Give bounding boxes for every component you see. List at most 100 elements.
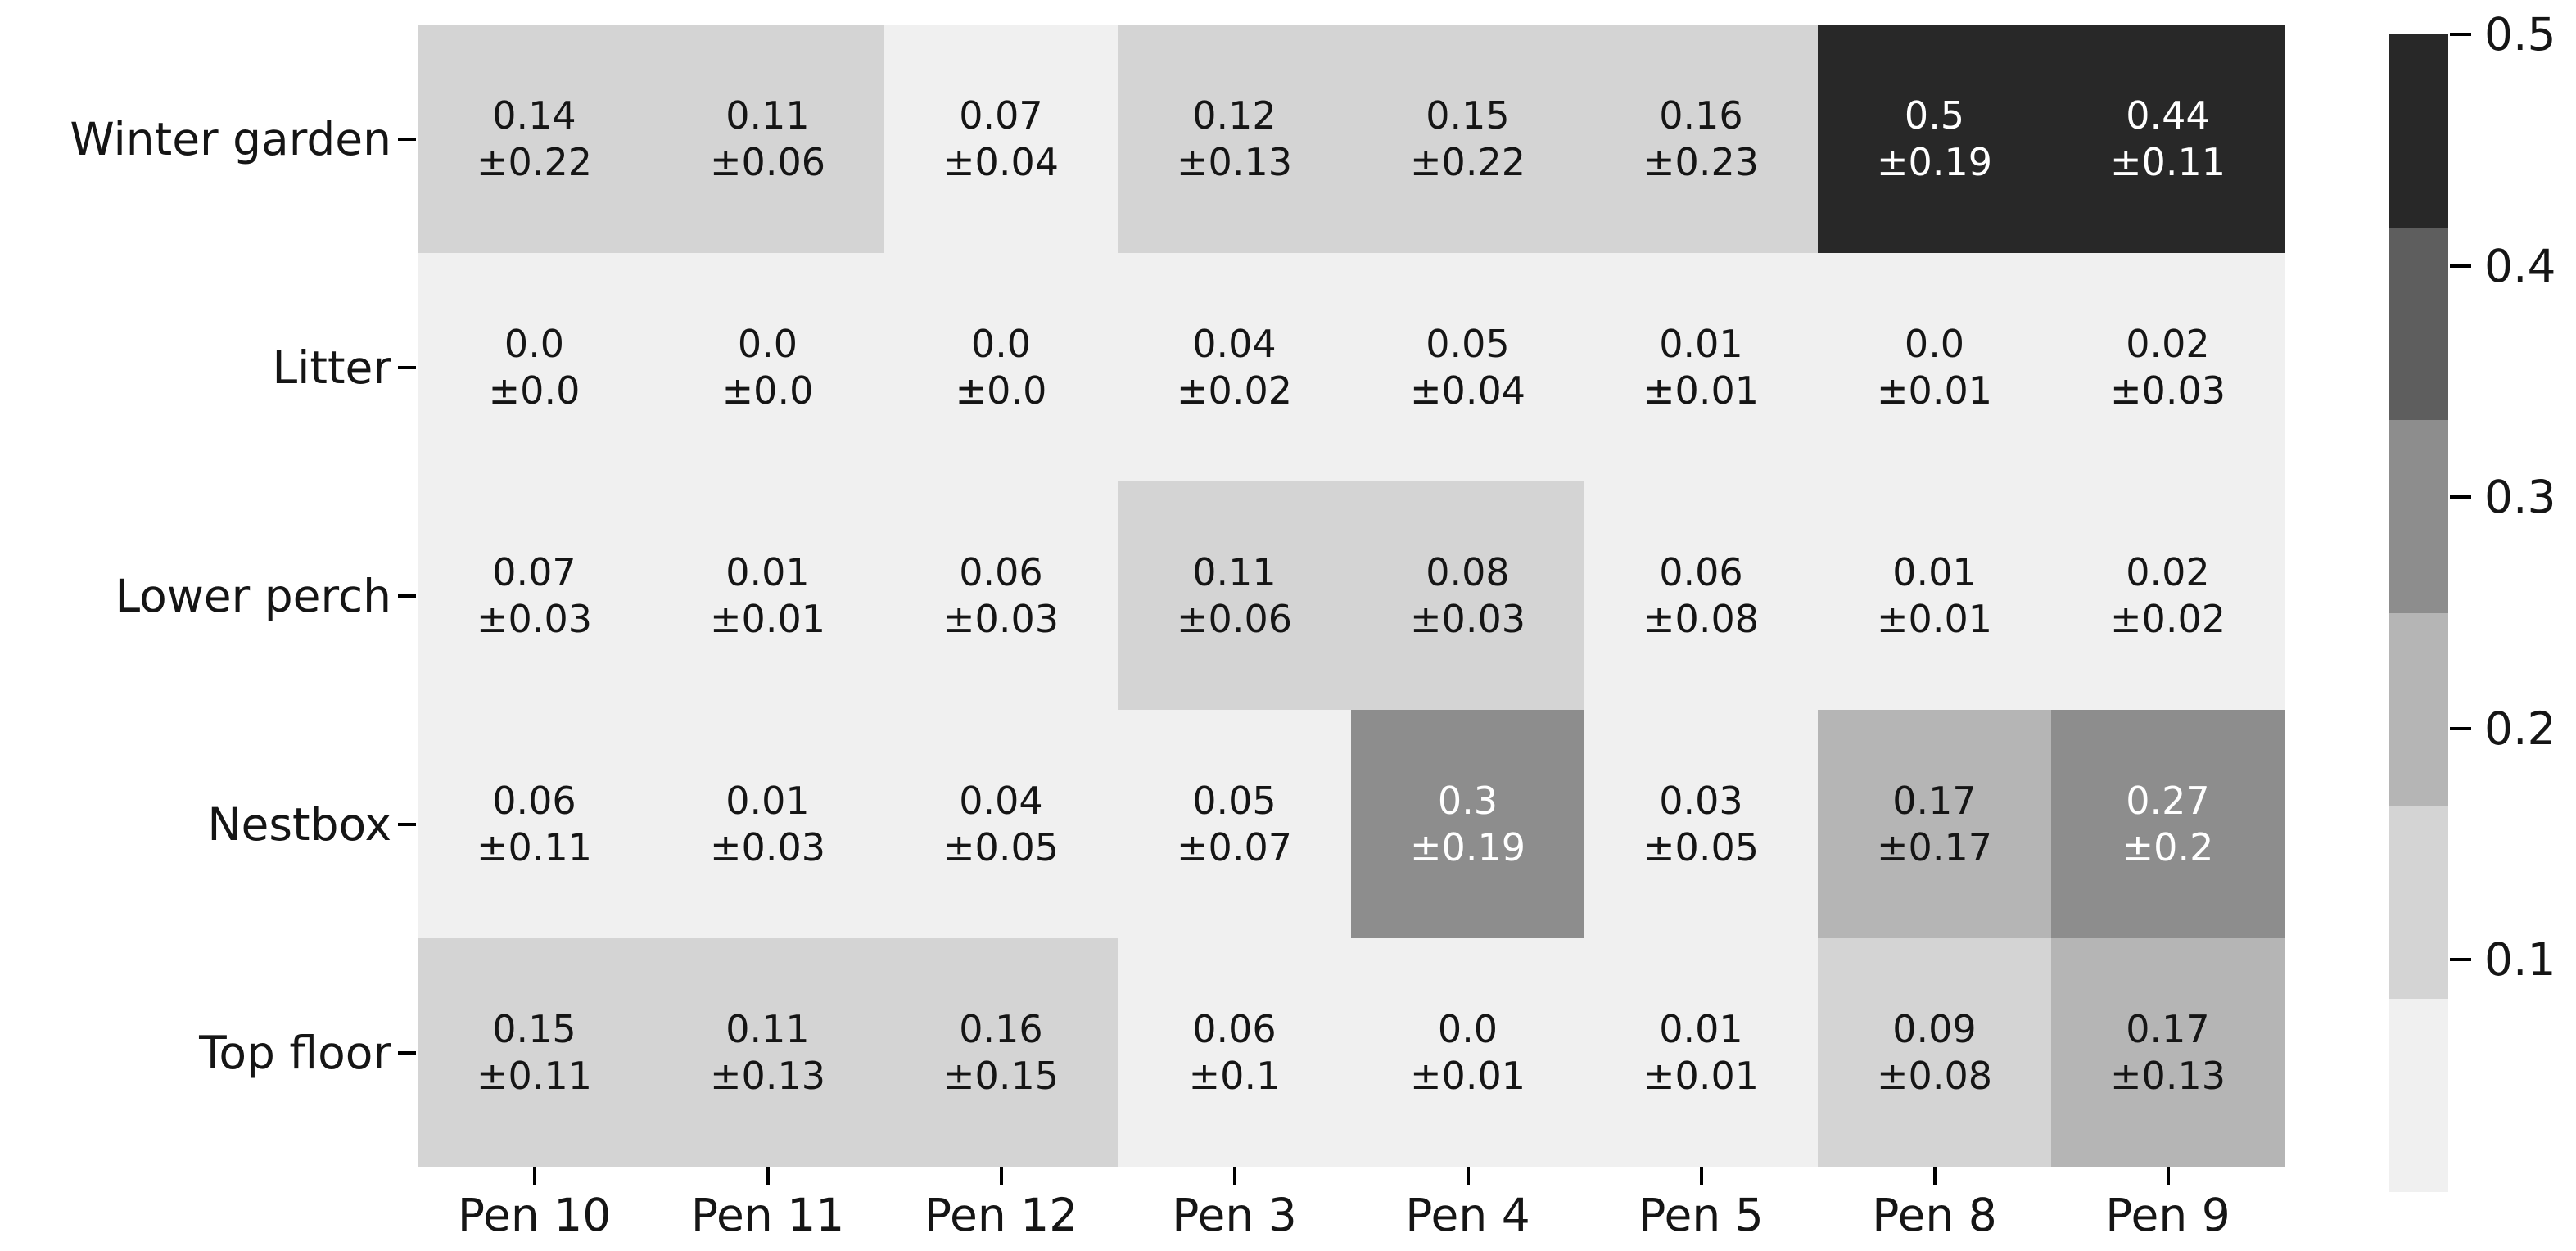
- cell-error: ±0.03: [943, 596, 1059, 641]
- heatmap-cell: 0.02 ±0.02: [2051, 481, 2285, 710]
- cell-error: ±0.0: [721, 368, 814, 413]
- x-tick-mark: [532, 1167, 536, 1185]
- x-tick-label: Pen 5: [1638, 1189, 1764, 1241]
- heatmap-cell: 0.01 ±0.01: [1584, 253, 1818, 481]
- cell-error: ±0.05: [943, 824, 1059, 869]
- cell-value: 0.17: [2126, 1006, 2210, 1051]
- cell-error: ±0.01: [1877, 596, 1992, 641]
- cell-error: ±0.2: [2122, 824, 2214, 869]
- heatmap-cell: 0.05 ±0.04: [1351, 253, 1584, 481]
- x-tick-mark: [2166, 1167, 2170, 1185]
- y-tick-label: Litter: [272, 341, 391, 394]
- heatmap-cell: 0.0 ±0.01: [1351, 938, 1584, 1167]
- cell-value: 0.01: [725, 549, 810, 594]
- cell-error: ±0.06: [1177, 596, 1292, 641]
- cell-value: 0.06: [959, 549, 1043, 594]
- cell-value: 0.06: [492, 778, 576, 823]
- heatmap-cell: 0.11 ±0.06: [651, 25, 884, 253]
- cell-error: ±0.11: [477, 824, 592, 869]
- cell-value: 0.15: [1426, 93, 1510, 138]
- y-tick-label: Winter garden: [70, 112, 391, 165]
- heatmap-cell: 0.07 ±0.04: [884, 25, 1118, 253]
- heatmap-cell: 0.3 ±0.19: [1351, 710, 1584, 938]
- cell-value: 0.15: [492, 1006, 576, 1051]
- colorbar-segment: [2389, 34, 2448, 228]
- heatmap-cell: 0.15 ±0.11: [418, 938, 651, 1167]
- colorbar-tick-mark: [2450, 958, 2471, 962]
- cell-error: ±0.13: [710, 1053, 825, 1098]
- y-tick-mark: [398, 137, 416, 141]
- cell-error: ±0.07: [1177, 824, 1292, 869]
- cell-error: ±0.0: [955, 368, 1047, 413]
- cell-error: ±0.05: [1643, 824, 1759, 869]
- colorbar-segment: [2389, 612, 2448, 806]
- cell-error: ±0.15: [943, 1053, 1059, 1098]
- cell-value: 0.11: [1192, 549, 1277, 594]
- cell-value: 0.5: [1904, 93, 1965, 138]
- heatmap-cell: 0.0 ±0.0: [884, 253, 1118, 481]
- heatmap-cell: 0.16 ±0.15: [884, 938, 1118, 1167]
- cell-error: ±0.02: [2110, 596, 2226, 641]
- cell-value: 0.0: [970, 321, 1032, 366]
- colorbar-tick-label: 0.4: [2484, 239, 2556, 292]
- heatmap-cell: 0.06 ±0.1: [1118, 938, 1351, 1167]
- cell-error: ±0.01: [1643, 1053, 1759, 1098]
- cell-value: 0.05: [1426, 321, 1510, 366]
- cell-error: ±0.06: [710, 139, 825, 184]
- y-tick-label: Nestbox: [207, 797, 391, 851]
- cell-value: 0.07: [959, 93, 1043, 138]
- cell-value: 0.07: [492, 549, 576, 594]
- cell-value: 0.0: [1904, 321, 1965, 366]
- y-tick-mark: [398, 822, 416, 826]
- x-tick-mark: [766, 1167, 770, 1185]
- colorbar-tick-mark: [2450, 495, 2471, 499]
- cell-value: 0.44: [2126, 93, 2210, 138]
- x-tick-mark: [1699, 1167, 1703, 1185]
- colorbar-segment: [2389, 227, 2448, 421]
- cell-error: ±0.0: [488, 368, 581, 413]
- cell-value: 0.27: [2126, 778, 2210, 823]
- heatmap-cell: 0.17 ±0.13: [2051, 938, 2285, 1167]
- cell-value: 0.02: [2126, 549, 2210, 594]
- x-tick-mark: [1232, 1167, 1236, 1185]
- cell-error: ±0.01: [1643, 368, 1759, 413]
- heatmap-cell: 0.5 ±0.19: [1818, 25, 2051, 253]
- heatmap-cell: 0.11 ±0.06: [1118, 481, 1351, 710]
- heatmap-cell: 0.06 ±0.03: [884, 481, 1118, 710]
- colorbar-tick-label: 0.3: [2484, 471, 2556, 524]
- heatmap-cell: 0.03 ±0.05: [1584, 710, 1818, 938]
- heatmap-cell: 0.0 ±0.01: [1818, 253, 2051, 481]
- y-tick-mark: [398, 1050, 416, 1055]
- cell-error: ±0.04: [1410, 368, 1525, 413]
- cell-value: 0.11: [725, 1006, 810, 1051]
- cell-error: ±0.23: [1643, 139, 1759, 184]
- cell-value: 0.16: [959, 1006, 1043, 1051]
- heatmap-cell: 0.01 ±0.01: [1818, 481, 2051, 710]
- cell-value: 0.01: [1659, 321, 1743, 366]
- cell-value: 0.09: [1892, 1006, 1977, 1051]
- heatmap-cell: 0.02 ±0.03: [2051, 253, 2285, 481]
- heatmap-cell: 0.07 ±0.03: [418, 481, 651, 710]
- x-tick-label: Pen 4: [1405, 1189, 1530, 1241]
- cell-error: ±0.03: [710, 824, 825, 869]
- cell-value: 0.04: [1192, 321, 1277, 366]
- heatmap-cell: 0.0 ±0.0: [418, 253, 651, 481]
- x-tick-label: Pen 10: [457, 1189, 612, 1241]
- cell-error: ±0.01: [710, 596, 825, 641]
- colorbar-tick-mark: [2450, 264, 2471, 268]
- cell-error: ±0.03: [1410, 596, 1525, 641]
- heatmap-cell: 0.27 ±0.2: [2051, 710, 2285, 938]
- x-tick-mark: [999, 1167, 1003, 1185]
- heatmap-cell: 0.16 ±0.23: [1584, 25, 1818, 253]
- heatmap-cell: 0.01 ±0.01: [1584, 938, 1818, 1167]
- heatmap-cell: 0.01 ±0.01: [651, 481, 884, 710]
- cell-value: 0.02: [2126, 321, 2210, 366]
- cell-error: ±0.19: [1877, 139, 1992, 184]
- cell-error: ±0.03: [2110, 368, 2226, 413]
- cell-value: 0.11: [725, 93, 810, 138]
- y-tick-label: Top floor: [199, 1026, 391, 1079]
- cell-value: 0.3: [1437, 778, 1498, 823]
- heatmap-cell: 0.01 ±0.03: [651, 710, 884, 938]
- cell-error: ±0.22: [1410, 139, 1525, 184]
- x-tick-mark: [1466, 1167, 1470, 1185]
